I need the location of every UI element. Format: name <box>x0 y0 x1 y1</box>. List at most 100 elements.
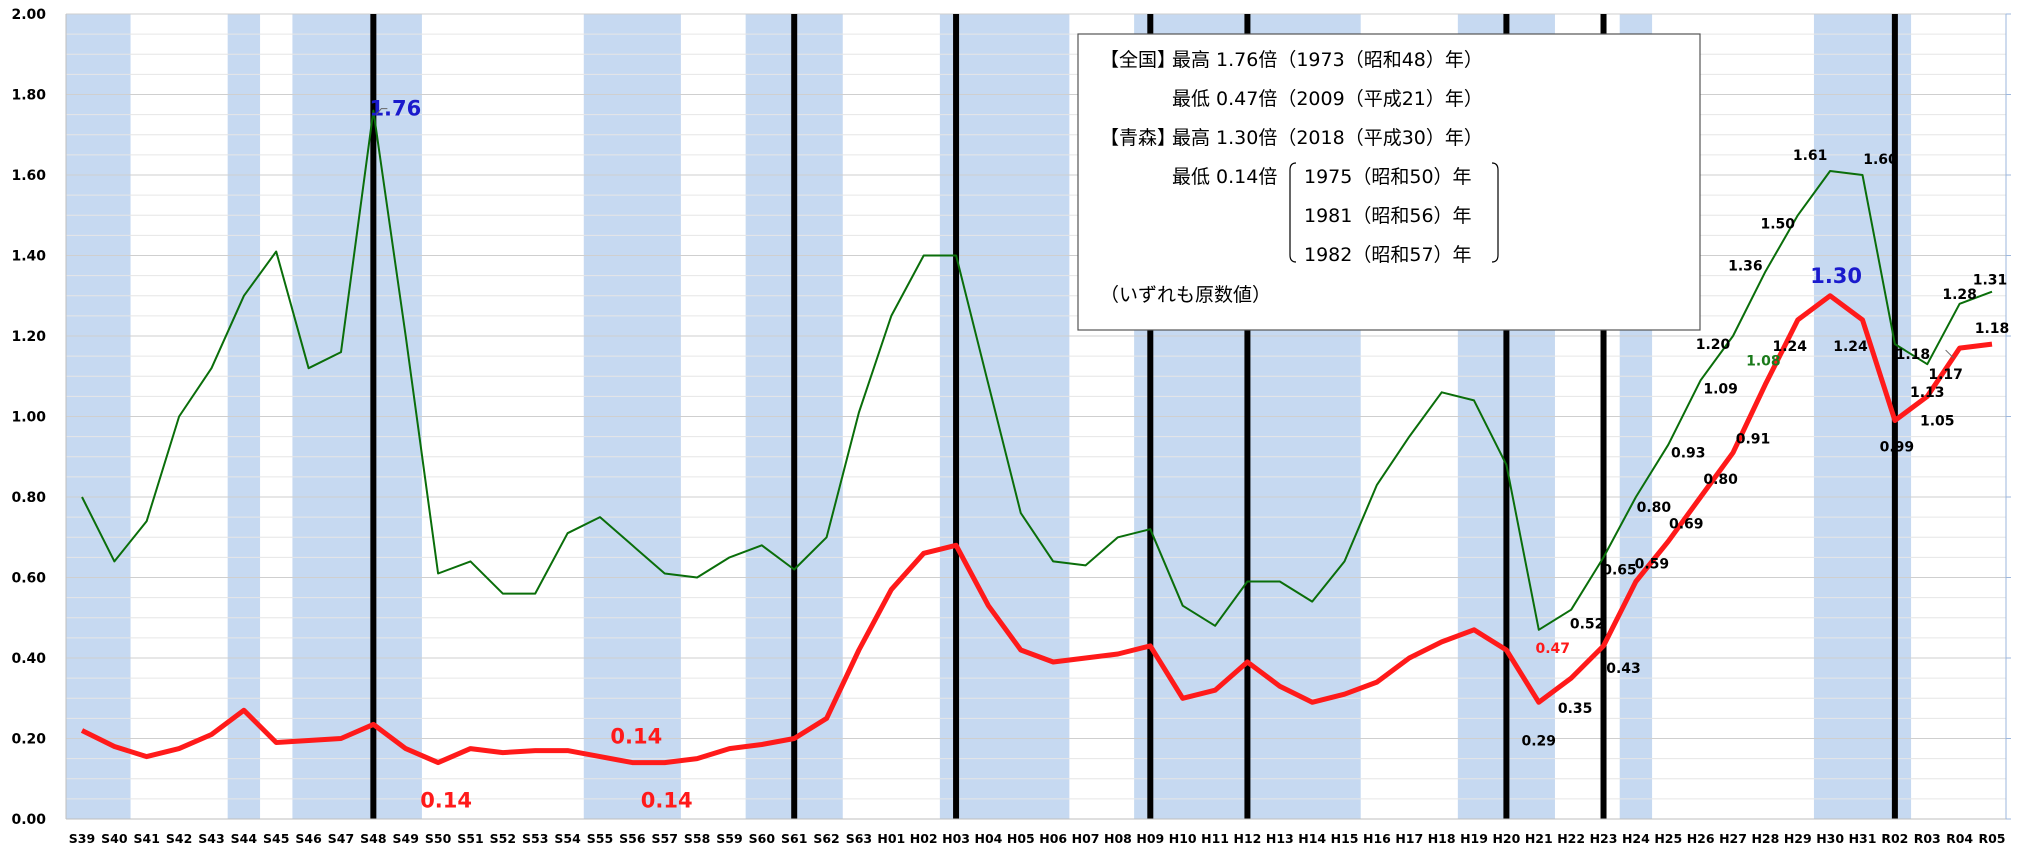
y-tick-label: 1.40 <box>11 249 46 265</box>
x-tick-label: S62 <box>813 831 839 846</box>
x-tick-label: H15 <box>1331 831 1359 846</box>
data-label: 1.31 <box>1973 273 2008 289</box>
x-tick-label: S50 <box>425 831 452 846</box>
x-tick-label: S42 <box>166 831 192 846</box>
data-label: 1.18 <box>1975 321 2010 337</box>
x-tick-label: S40 <box>101 831 128 846</box>
aomori-min-year-1: 1975（昭和50）年 <box>1304 166 1472 188</box>
x-tick-label: H18 <box>1428 831 1456 846</box>
x-tick-label: S56 <box>619 831 646 846</box>
x-tick-label: H09 <box>1136 831 1164 846</box>
data-label: 0.29 <box>1522 733 1557 749</box>
x-tick-label: H21 <box>1525 831 1553 846</box>
x-tick-label: H10 <box>1169 831 1197 846</box>
data-label: 1.08 <box>1746 353 1781 369</box>
leader-line <box>1945 349 1954 359</box>
x-tick-label: H24 <box>1622 831 1650 846</box>
x-tick-label: H13 <box>1266 831 1294 846</box>
x-tick-label: S41 <box>134 831 160 846</box>
data-label: 1.61 <box>1793 148 1828 164</box>
x-tick-label: S49 <box>393 831 419 846</box>
x-tick-label: S47 <box>328 831 354 846</box>
y-tick-label: 0.20 <box>11 732 46 748</box>
national-label: 【全国】 <box>1100 49 1176 71</box>
x-tick-label: H28 <box>1751 831 1779 846</box>
data-labels: 1.76 0.47 0.52 0.65 0.80 0.93 1.09 1.20 1.36 1.50… <box>369 97 2009 813</box>
x-tick-label: S51 <box>457 831 483 846</box>
data-label: 1.76 <box>369 97 421 121</box>
x-tick-label: H20 <box>1492 831 1520 846</box>
data-label: 1.13 <box>1910 385 1945 401</box>
x-tick-label: R03 <box>1914 831 1941 846</box>
data-label: 1.05 <box>1920 413 1955 429</box>
x-tick-label: H06 <box>1039 831 1067 846</box>
x-tick-label: S63 <box>846 831 872 846</box>
series-line-national <box>81 109 1993 631</box>
y-tick-label: 0.60 <box>11 571 46 587</box>
right-brace <box>1491 162 1499 263</box>
y-axis: 0.00 0.20 0.40 0.60 0.80 1.00 1.20 1.40 1.60 1.80… <box>11 7 2011 828</box>
x-tick-label: H02 <box>910 831 938 846</box>
y-tick-label: 1.00 <box>11 410 46 426</box>
x-tick-label: H25 <box>1654 831 1682 846</box>
x-tick-label: H08 <box>1104 831 1132 846</box>
y-tick-label: 1.60 <box>11 168 46 184</box>
data-label: 1.24 <box>1772 339 1807 355</box>
aomori-label: 【青森】 <box>1100 127 1176 149</box>
data-label: 1.36 <box>1728 259 1763 275</box>
footnote: （いずれも原数値） <box>1100 284 1271 306</box>
x-tick-label: H30 <box>1816 831 1844 846</box>
data-label: 1.24 <box>1833 339 1868 355</box>
data-label: 0.65 <box>1602 562 1637 578</box>
data-label: 1.17 <box>1928 367 1963 383</box>
x-tick-label: H27 <box>1719 831 1747 846</box>
national-min: 最低 0.47倍（2009（平成21）年） <box>1172 88 1483 110</box>
data-label: 1.30 <box>1810 264 1862 288</box>
data-label: 0.69 <box>1669 516 1704 532</box>
data-label: 1.28 <box>1942 287 1977 303</box>
x-tick-label: H01 <box>877 831 905 846</box>
x-tick-label: H29 <box>1784 831 1812 846</box>
x-tick-label: S53 <box>522 831 548 846</box>
x-tick-label: H11 <box>1201 831 1229 846</box>
x-tick-label: H19 <box>1460 831 1488 846</box>
data-label: 0.35 <box>1558 701 1593 717</box>
data-label: 0.80 <box>1637 500 1672 516</box>
data-label: 0.59 <box>1635 557 1670 573</box>
x-tick-label: H14 <box>1298 831 1326 846</box>
data-label: 1.50 <box>1760 216 1795 232</box>
left-brace <box>1289 162 1297 263</box>
data-label: 0.91 <box>1736 432 1771 448</box>
x-tick-label: S57 <box>652 831 678 846</box>
x-tick-label: H26 <box>1687 831 1715 846</box>
x-tick-label: H03 <box>942 831 970 846</box>
data-label: 0.52 <box>1570 617 1605 633</box>
x-tick-label: S48 <box>360 831 386 846</box>
x-tick-label: S59 <box>716 831 742 846</box>
leader-line <box>375 108 388 115</box>
data-label: 0.93 <box>1671 446 1706 462</box>
x-tick-label: H17 <box>1395 831 1423 846</box>
series-line-aomori <box>80 293 1993 766</box>
data-label: 0.80 <box>1703 472 1738 488</box>
data-label: 0.14 <box>420 789 472 813</box>
data-label: 0.99 <box>1880 440 1915 456</box>
data-label: 1.09 <box>1703 381 1738 397</box>
series-lines <box>80 109 1993 766</box>
data-label: 1.20 <box>1696 337 1731 353</box>
aomori-min-prefix: 最低 0.14倍 <box>1172 166 1277 188</box>
x-tick-label: H31 <box>1849 831 1877 846</box>
y-tick-label: 0.40 <box>11 651 46 667</box>
x-tick-label: R05 <box>1978 831 2005 846</box>
x-tick-label: S44 <box>231 831 258 846</box>
x-tick-label: R04 <box>1946 831 1973 846</box>
aomori-max: 最高 1.30倍（2018（平成30）年） <box>1172 127 1483 149</box>
x-tick-label: S45 <box>263 831 289 846</box>
data-label: 1.60 <box>1863 152 1898 168</box>
x-tick-label: H12 <box>1233 831 1261 846</box>
y-tick-label: 1.20 <box>11 329 46 345</box>
data-label: 0.14 <box>610 725 662 749</box>
x-tick-label: H04 <box>975 831 1003 846</box>
x-tick-label: H05 <box>1007 831 1035 846</box>
